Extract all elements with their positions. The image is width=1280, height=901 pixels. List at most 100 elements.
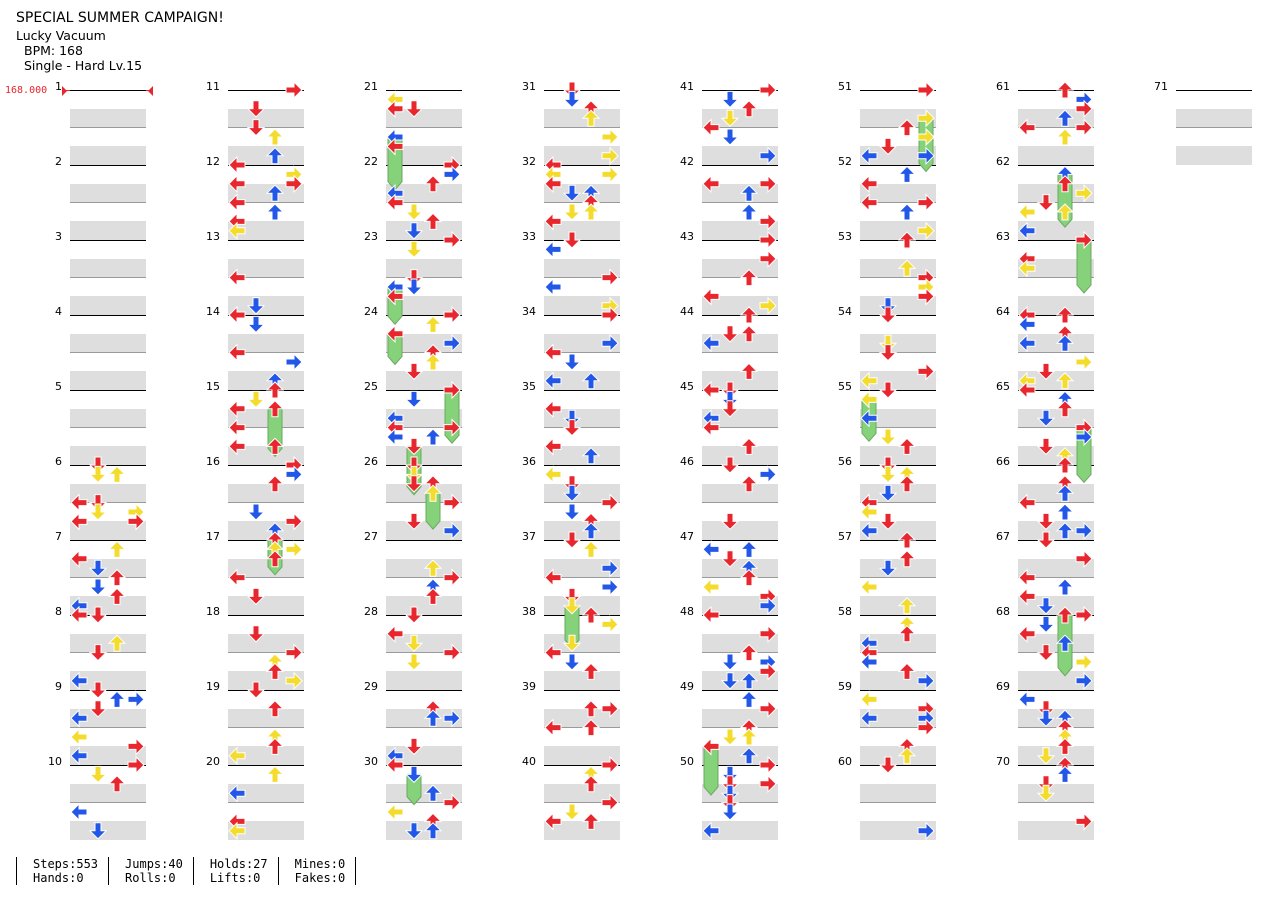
right-arrow-icon xyxy=(759,596,777,616)
measure-number: 15 xyxy=(206,380,220,393)
measure-number: 22 xyxy=(364,155,378,168)
down-arrow-icon xyxy=(562,81,582,99)
beat-band xyxy=(860,596,936,615)
up-arrow-icon xyxy=(581,775,601,793)
measure-15: 15 xyxy=(206,380,304,465)
measure-number: 61 xyxy=(996,80,1010,93)
beat-band xyxy=(228,671,304,690)
beat-band xyxy=(860,559,936,578)
measure-line xyxy=(860,615,936,617)
up-arrow-icon xyxy=(897,259,917,277)
left-arrow-icon xyxy=(228,783,246,803)
down-arrow-icon xyxy=(720,765,740,784)
note-layer xyxy=(70,80,1093,841)
stat-mines: Mines:0 xyxy=(294,857,346,871)
left-arrow-icon xyxy=(702,380,720,400)
down-arrow-icon xyxy=(404,240,424,259)
down-arrow-icon xyxy=(404,634,424,652)
down-arrow-icon xyxy=(1036,747,1056,765)
up-arrow-icon xyxy=(739,747,759,765)
down-arrow-icon xyxy=(878,344,898,362)
measure-number: 13 xyxy=(206,230,220,243)
down-arrow-icon xyxy=(1036,644,1056,662)
beat-line xyxy=(70,802,146,803)
beat-band xyxy=(1018,146,1094,165)
measure-line xyxy=(386,90,462,92)
measure-line xyxy=(70,465,146,467)
beat-band xyxy=(860,221,936,240)
up-arrow-icon xyxy=(1055,634,1075,652)
measure-67: 67 xyxy=(996,530,1094,615)
measure-number: 36 xyxy=(522,455,536,468)
measure-line xyxy=(228,465,304,467)
right-arrow-icon xyxy=(917,287,935,306)
measure-line xyxy=(386,165,462,167)
measure-39: 39 xyxy=(522,680,620,765)
right-arrow-icon xyxy=(917,671,935,691)
beat-line xyxy=(228,427,304,428)
left-arrow-icon xyxy=(1018,568,1036,587)
down-arrow-icon xyxy=(720,728,740,746)
measure-line xyxy=(228,90,304,92)
right-arrow-icon xyxy=(917,108,935,128)
measure-number: 46 xyxy=(680,455,694,468)
up-arrow-icon xyxy=(1055,109,1075,127)
left-arrow-icon xyxy=(702,577,720,597)
measure-number: 37 xyxy=(522,530,536,543)
measure-number: 44 xyxy=(680,305,694,318)
measure-65: 65 xyxy=(996,380,1094,465)
down-arrow-icon xyxy=(878,512,898,531)
beat-band xyxy=(702,109,778,128)
down-arrow-icon xyxy=(720,794,740,812)
down-arrow-icon xyxy=(1036,531,1056,549)
up-arrow-icon xyxy=(265,700,285,718)
bpm-text: BPM: 168 xyxy=(24,43,83,58)
stats-holds-lifts: Holds:27 Lifts:0 xyxy=(192,857,278,885)
beat-line xyxy=(544,652,620,653)
beat-band xyxy=(860,634,936,653)
right-arrow-icon xyxy=(1075,652,1093,672)
up-arrow-icon xyxy=(1055,203,1075,221)
up-arrow-icon xyxy=(423,315,443,333)
right-arrow-icon xyxy=(917,221,935,241)
down-arrow-icon xyxy=(878,559,898,577)
right-arrow-icon xyxy=(443,708,461,728)
left-arrow-icon xyxy=(228,746,246,766)
up-arrow-icon xyxy=(265,437,285,455)
left-arrow-icon xyxy=(1018,221,1036,241)
measure-number: 21 xyxy=(364,80,378,93)
beat-band xyxy=(860,671,936,690)
measure-11: 11 xyxy=(206,80,304,165)
measure-13: 13 xyxy=(206,230,304,315)
beat-line xyxy=(544,502,620,503)
beat-line xyxy=(1018,277,1094,278)
beat-band xyxy=(702,821,778,840)
beat-band xyxy=(228,259,304,278)
measure-34: 34 xyxy=(522,305,620,390)
right-arrow-icon xyxy=(601,305,619,325)
beat-line xyxy=(702,427,778,428)
measure-number: 17 xyxy=(206,530,220,543)
up-arrow-icon xyxy=(1055,503,1075,521)
beat-band xyxy=(702,784,778,803)
stats-jumps-rolls: Jumps:40 Rolls:0 xyxy=(108,857,193,885)
right-arrow-icon xyxy=(443,305,461,325)
beat-line xyxy=(544,727,620,728)
beat-band xyxy=(228,446,304,465)
up-arrow-icon xyxy=(897,531,917,549)
beat-band xyxy=(386,221,462,240)
measure-line xyxy=(702,90,778,92)
up-arrow-icon xyxy=(739,325,759,343)
measure-number: 18 xyxy=(206,605,220,618)
measure-number: 14 xyxy=(206,305,220,318)
left-arrow-icon xyxy=(1018,333,1036,353)
measure-line xyxy=(702,540,778,542)
measure-number: 27 xyxy=(364,530,378,543)
beat-line xyxy=(702,502,778,503)
measure-line xyxy=(228,690,304,692)
left-arrow-icon xyxy=(544,371,562,391)
left-arrow-icon xyxy=(860,577,878,597)
down-arrow-icon xyxy=(720,390,740,409)
beat-band xyxy=(702,296,778,315)
measure-number: 12 xyxy=(206,155,220,168)
